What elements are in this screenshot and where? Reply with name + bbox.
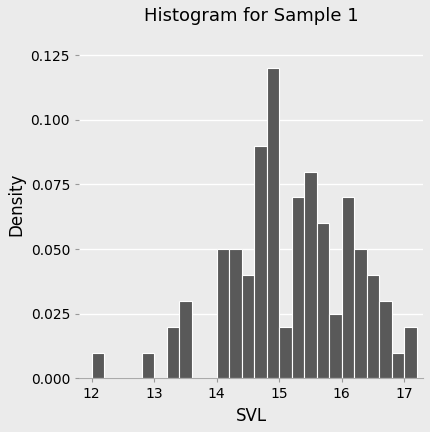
Bar <box>254 146 267 378</box>
Bar <box>229 249 242 378</box>
Bar <box>279 327 292 378</box>
Bar <box>179 301 192 378</box>
Bar <box>166 327 179 378</box>
Bar <box>304 172 317 378</box>
Bar <box>317 223 329 378</box>
Y-axis label: Density: Density <box>7 172 25 235</box>
Bar <box>354 249 367 378</box>
Bar <box>92 353 104 378</box>
Bar <box>267 68 279 378</box>
Bar <box>141 353 154 378</box>
Bar <box>242 275 254 378</box>
Title: Histogram for Sample 1: Histogram for Sample 1 <box>144 7 358 25</box>
Bar <box>404 327 417 378</box>
Bar <box>367 275 379 378</box>
Bar <box>342 197 354 378</box>
Bar <box>217 249 229 378</box>
Bar <box>329 314 342 378</box>
X-axis label: SVL: SVL <box>236 407 267 425</box>
Bar <box>379 301 392 378</box>
Bar <box>292 197 304 378</box>
Bar <box>392 353 404 378</box>
